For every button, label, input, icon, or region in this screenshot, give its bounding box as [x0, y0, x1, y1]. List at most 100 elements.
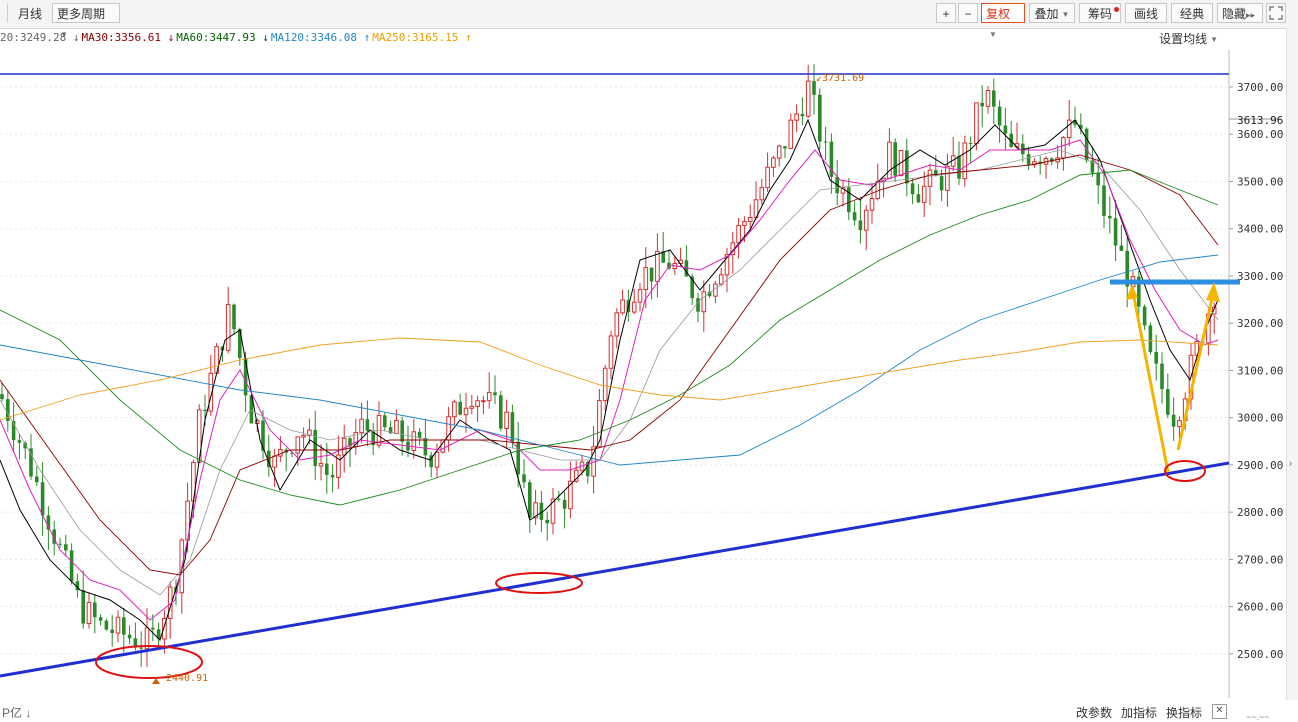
candle-body-down [1119, 245, 1124, 251]
notification-dot-icon [1114, 7, 1119, 12]
candle-body-down [383, 415, 387, 428]
candle-body-up [533, 502, 538, 519]
candle-body-up [336, 454, 341, 478]
candle-body-down [800, 114, 805, 117]
candle-body-down [1050, 158, 1054, 162]
candle-body-up [805, 80, 811, 117]
candle-body-down [1142, 306, 1147, 326]
candle-body-up [985, 89, 991, 107]
candle-body-up [597, 400, 602, 448]
candle-body-up [434, 451, 440, 468]
price-axis-label: 2500.00 [1237, 648, 1283, 661]
candle-body-up [1211, 306, 1217, 315]
ma60-line [0, 169, 1219, 506]
classic-button[interactable]: 经典 [1171, 3, 1213, 23]
zoom-out-button[interactable]: − [958, 3, 978, 23]
monthly-button[interactable]: 月线 [18, 7, 43, 21]
legend-item: MA120:3346.08 ↑ [270, 31, 371, 44]
kline-chart[interactable]: 3700.00 3600.00 3500.00 3400.00 3300.00 3200.… [0, 50, 1286, 698]
draw-line-button[interactable]: 画线 [1125, 3, 1167, 23]
change-params-button[interactable]: 改参数 [1076, 706, 1113, 720]
chips-label: 筹码 [1087, 7, 1112, 21]
candle-body-down [586, 462, 590, 477]
legend-item: MA250:3165.15 ↑ [372, 31, 472, 44]
candle-body-up [272, 455, 277, 468]
candle-body-up [486, 391, 492, 402]
current-price-label: 3613.96 [1237, 114, 1283, 127]
candle-body-up [115, 616, 121, 634]
candle-body-down [238, 329, 242, 359]
chevron-down-icon: ▼ [1061, 10, 1070, 19]
fuquan-dropdown[interactable]: 复权 ▼ [981, 3, 1025, 39]
fullscreen-button[interactable] [1266, 3, 1286, 23]
candle-body-up [620, 299, 625, 314]
legend-item: 20:3249.28 ↓ [0, 31, 80, 44]
more-periods-dropdown[interactable]: 更多周期 ▼ [52, 3, 120, 39]
low-price-label: 2440.91 [166, 673, 208, 684]
candle-body-up [504, 411, 509, 429]
candle-body-up [359, 418, 364, 434]
candle-body-down [458, 401, 462, 415]
candle-body-down [75, 581, 80, 591]
close-icon[interactable]: ✕ [1212, 704, 1227, 719]
candle-body-down [203, 409, 207, 411]
candle-body-up [463, 407, 469, 416]
candle-body-up [225, 304, 231, 351]
candle-body-down [104, 620, 109, 630]
candle-body-up [469, 405, 475, 409]
candle-body-down [905, 150, 909, 184]
candle-body-down [823, 141, 828, 143]
candle-body-down [1125, 250, 1129, 287]
volume-label: P亿 ↓ [2, 706, 32, 720]
candle-body-down [847, 187, 851, 213]
price-axis-label: 2800.00 [1237, 506, 1283, 519]
chips-button[interactable]: 筹码 [1079, 3, 1121, 23]
candle-body-down [684, 260, 689, 277]
candle-body-up [736, 225, 741, 244]
candle-body-down [365, 419, 370, 431]
candle-body-down [122, 617, 126, 635]
candle-body-down [330, 474, 335, 478]
chevron-right-icon[interactable]: › [1289, 458, 1292, 468]
candle-body-up [452, 401, 457, 418]
candle-body-down [493, 392, 497, 396]
candle-body-down [997, 106, 1002, 126]
candle-body-down [707, 291, 712, 297]
candle-body-up [655, 250, 660, 282]
candle-body-down [980, 102, 984, 107]
candle-body-down [423, 438, 428, 456]
candle-body-down [1096, 172, 1100, 186]
candle-body-down [1079, 124, 1083, 129]
candle-body-down [1084, 128, 1089, 161]
arrow-head-icon [1206, 282, 1220, 302]
swap-indicator-button[interactable]: 换指标 [1166, 706, 1203, 720]
candle-body-up [776, 145, 782, 159]
more-periods-label: 更多周期 [57, 7, 106, 21]
legend-item: MA60:3447.93 ↓ [176, 31, 269, 44]
candle-body-down [29, 448, 33, 477]
low-circle-marker [495, 572, 583, 594]
ma10-line [0, 139, 1219, 621]
candle-body-down [1009, 133, 1013, 147]
candle-body-down [261, 420, 265, 451]
candle-body-down [1073, 120, 1077, 125]
candle-body-up [318, 463, 324, 467]
overlay-dropdown[interactable]: 叠加 ▼ [1029, 3, 1075, 23]
candle-body-up [278, 449, 283, 457]
candle-body-down [388, 427, 393, 434]
candle-body-down [400, 420, 404, 442]
fullscreen-icon [1269, 6, 1283, 20]
candle-body-down [992, 90, 996, 107]
candle-body-down [1148, 325, 1153, 352]
price-axis-label: 3700.00 [1237, 81, 1283, 94]
candle-body-up [945, 165, 950, 191]
zoom-in-button[interactable]: + [936, 3, 956, 23]
candle-body-down [232, 304, 236, 330]
hide-button[interactable]: 隐藏▸▸ [1217, 3, 1263, 23]
candle-body-down [818, 94, 822, 142]
candle-body-down [64, 544, 68, 551]
candle-body-up [962, 142, 968, 180]
add-indicator-button[interactable]: 加指标 [1121, 706, 1158, 720]
candle-body-up [771, 157, 776, 168]
set-ma-dropdown[interactable]: 设置均线 ▼ [1159, 30, 1218, 47]
